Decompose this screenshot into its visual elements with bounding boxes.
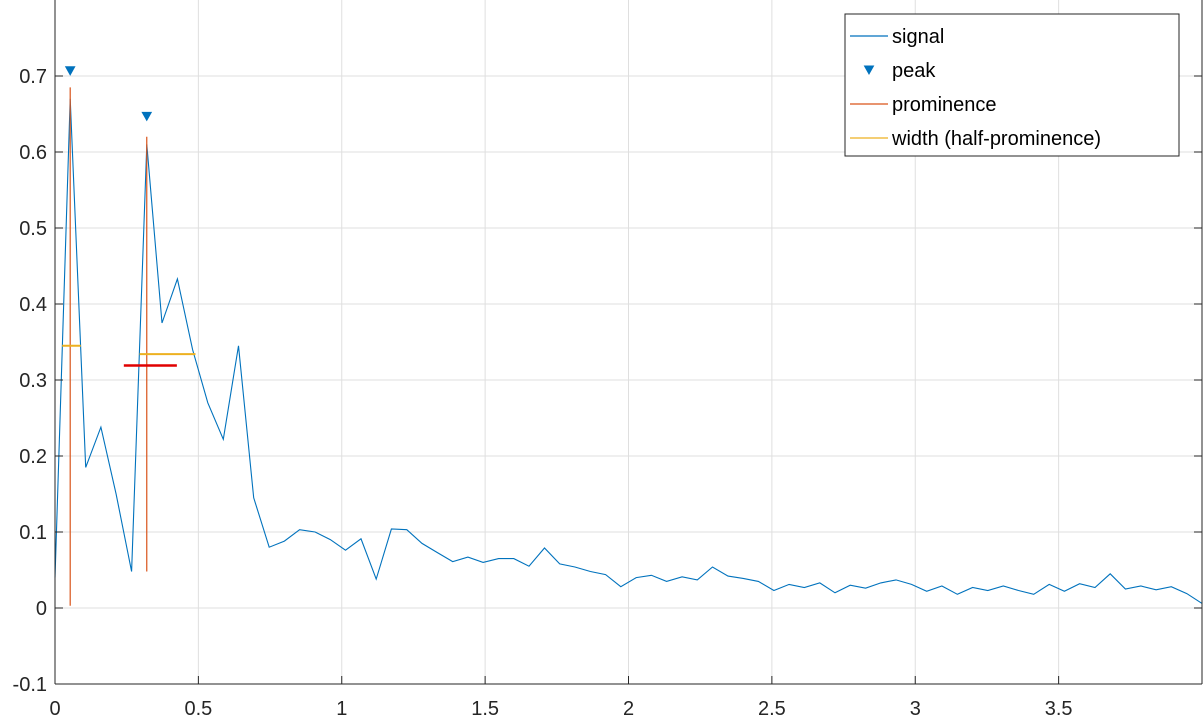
x-tick-label: 0.5 [184, 698, 212, 720]
axes: -0.100.10.20.30.40.50.60.70 0.5 1 1.5 2 2.5 3 3… [13, 0, 1203, 720]
x-tick-label: 2.5 [758, 698, 786, 720]
peak-marker [64, 66, 76, 76]
x-tick-label: 3.5 [1045, 698, 1073, 720]
legend-label: peak [892, 60, 936, 82]
y-tick-label: 0.1 [19, 522, 47, 544]
y-tick-label: 0 [36, 598, 47, 620]
legend-label: signal [892, 26, 944, 48]
y-tick-label: 0.5 [19, 218, 47, 240]
y-tick-label: -0.1 [13, 674, 47, 696]
plot-area [54, 66, 1203, 606]
y-tick-label: 0.6 [19, 142, 47, 164]
x-tick-label: 0 [49, 698, 60, 720]
x-tick-label: 1.5 [471, 698, 499, 720]
x-tick-label: 1 [336, 698, 347, 720]
y-tick-label: 0.4 [19, 294, 47, 316]
signal-series-line [54, 98, 1203, 604]
y-tick-label: 0.3 [19, 370, 47, 392]
peak-marker [141, 111, 153, 122]
x-tick-label: 2 [623, 698, 634, 720]
legend: signal peak prominence width (half-prominen… [844, 13, 1180, 157]
legend-box [844, 13, 1180, 157]
y-tick-label: 0.2 [19, 446, 47, 468]
y-tick-label: 0.7 [19, 66, 47, 88]
legend-peak-swatch [863, 65, 875, 76]
x-tick-label: 3 [910, 698, 921, 720]
legend-label: prominence [892, 94, 997, 116]
legend-label: width (half-prominence) [891, 128, 1101, 150]
